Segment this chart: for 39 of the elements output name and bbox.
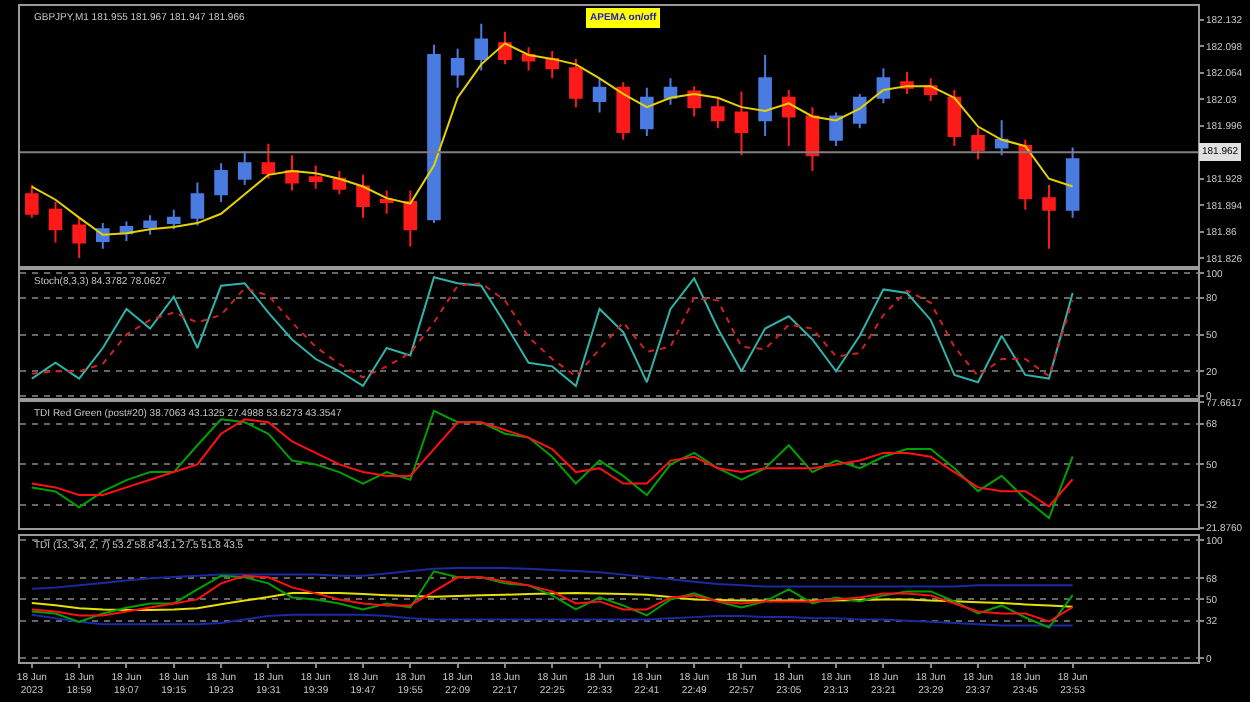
candlestick (616, 81, 630, 141)
candlestick (781, 89, 796, 148)
candlestick (971, 127, 985, 161)
candlestick (1042, 183, 1056, 250)
candlestick (569, 57, 583, 109)
candlestick (379, 189, 394, 215)
candlestick (48, 201, 63, 244)
candlestick (25, 183, 39, 219)
candlestick (403, 189, 418, 248)
candlestick (450, 47, 465, 89)
line-series (30, 409, 1074, 520)
candlestick (711, 96, 725, 130)
candlestick (758, 53, 772, 137)
candlestick (734, 90, 749, 157)
candlestick (852, 92, 867, 130)
candlestick (166, 208, 181, 231)
candlestick (640, 86, 654, 137)
candlestick (356, 173, 370, 219)
candlestick (1065, 146, 1080, 219)
candlestick (592, 77, 607, 114)
candlestick (545, 50, 560, 80)
candlestick (994, 119, 1009, 157)
candlestick (829, 111, 843, 148)
candlestick (474, 22, 489, 72)
candlestick (261, 142, 276, 180)
line-series (30, 418, 1074, 508)
candlestick (285, 154, 299, 192)
line-series (30, 567, 1074, 590)
candlestick (427, 43, 441, 225)
candlestick (143, 214, 157, 236)
candlestick (190, 181, 205, 227)
candlestick (805, 106, 820, 172)
line-series (30, 591, 1074, 612)
candlestick (308, 164, 323, 190)
candlestick (237, 150, 252, 186)
candlestick (72, 216, 86, 260)
candlestick (947, 89, 962, 148)
candlestick (214, 162, 228, 204)
line-series (30, 42, 1074, 236)
